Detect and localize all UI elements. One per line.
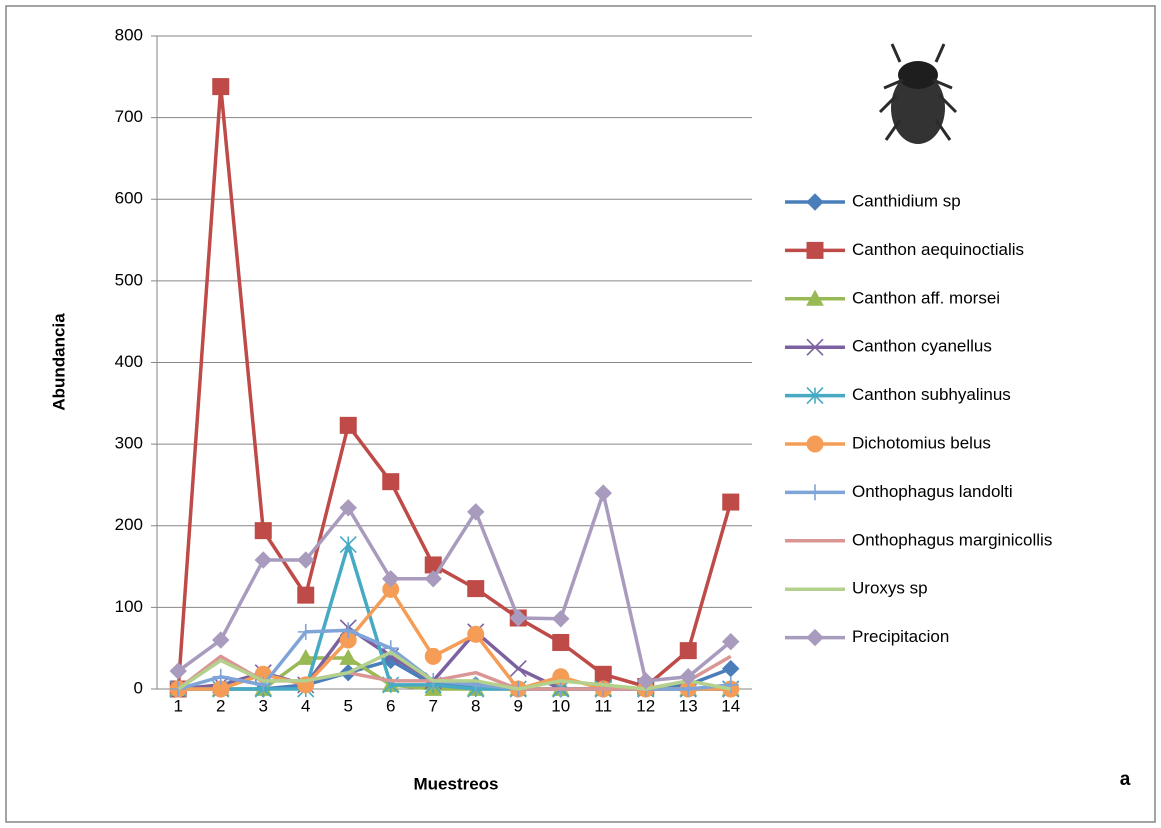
marker (297, 551, 315, 569)
legend-marker (806, 241, 824, 259)
marker (339, 535, 357, 554)
marker (382, 570, 400, 588)
y-tick-label: 100 (115, 597, 143, 616)
y-axis-title: Abundancia (49, 313, 68, 411)
legend-label: Precipitacion (852, 627, 949, 646)
marker (212, 78, 230, 96)
legend-label: Canthon cyanellus (852, 337, 992, 356)
marker (509, 660, 527, 678)
marker (552, 633, 570, 651)
legend-label: Canthon subhyalinus (852, 385, 1011, 404)
legend-label: Onthophagus marginicollis (852, 530, 1052, 549)
marker (594, 484, 612, 502)
legend-label: Canthon aff. morsei (852, 288, 1000, 307)
marker (467, 503, 485, 521)
marker (679, 668, 697, 686)
marker (212, 631, 230, 649)
marker (594, 665, 612, 683)
x-tick-label: 1 (174, 696, 183, 715)
x-tick-label: 2 (216, 696, 225, 715)
x-tick-label: 7 (429, 696, 438, 715)
x-tick-label: 3 (259, 696, 268, 715)
marker (340, 622, 357, 639)
marker (722, 632, 740, 651)
marker (339, 416, 357, 434)
legend-label: Canthon aequinoctialis (852, 240, 1024, 259)
marker (212, 668, 229, 685)
marker (722, 493, 740, 511)
y-tick-label: 400 (115, 352, 143, 371)
marker (467, 580, 485, 598)
legend-label: Dichotomius belus (852, 433, 991, 452)
marker (679, 642, 697, 660)
marker (424, 647, 442, 665)
marker (296, 648, 315, 665)
marker (552, 610, 570, 628)
x-tick-label: 14 (721, 696, 740, 715)
y-tick-label: 0 (134, 678, 143, 697)
legend-marker (807, 484, 823, 501)
marker (297, 586, 315, 604)
series-line (177, 650, 732, 691)
y-tick-label: 200 (115, 515, 143, 534)
marker (467, 625, 485, 643)
y-tick-label: 300 (115, 434, 143, 453)
marker (424, 570, 442, 588)
marker (722, 659, 740, 678)
x-tick-label: 6 (386, 696, 395, 715)
y-tick-label: 500 (115, 270, 143, 289)
legend-label: Uroxys sp (852, 579, 928, 598)
marker (254, 551, 272, 569)
x-tick-label: 13 (679, 696, 698, 715)
legend-marker (806, 289, 824, 306)
marker (382, 473, 400, 491)
legend-label: Canthidium sp (852, 191, 961, 210)
legend-marker (806, 193, 824, 211)
marker (339, 648, 358, 665)
beetle-icon (878, 43, 958, 144)
x-tick-label: 5 (344, 696, 353, 715)
y-tick-label: 800 (115, 25, 143, 44)
y-tick-label: 700 (115, 107, 143, 126)
legend-marker (806, 628, 824, 647)
panel-annotation: a (1120, 769, 1131, 790)
marker (637, 672, 655, 690)
y-tick-label: 600 (115, 189, 143, 208)
legend-marker (806, 435, 824, 453)
legend-marker (806, 387, 824, 405)
marker (509, 609, 527, 627)
legend-label: Onthophagus landolti (852, 482, 1013, 501)
legend-marker (806, 338, 824, 356)
x-axis-title: Muestreos (413, 774, 498, 793)
x-tick-label: 12 (636, 696, 655, 715)
x-tick-label: 8 (471, 696, 480, 715)
marker (169, 662, 187, 680)
marker (339, 499, 357, 517)
marker (297, 623, 314, 640)
x-tick-label: 11 (594, 696, 612, 715)
x-tick-label: 4 (301, 696, 310, 715)
x-tick-label: 10 (551, 696, 570, 715)
marker (254, 522, 272, 540)
x-tick-label: 9 (514, 696, 523, 715)
marker (722, 676, 739, 693)
